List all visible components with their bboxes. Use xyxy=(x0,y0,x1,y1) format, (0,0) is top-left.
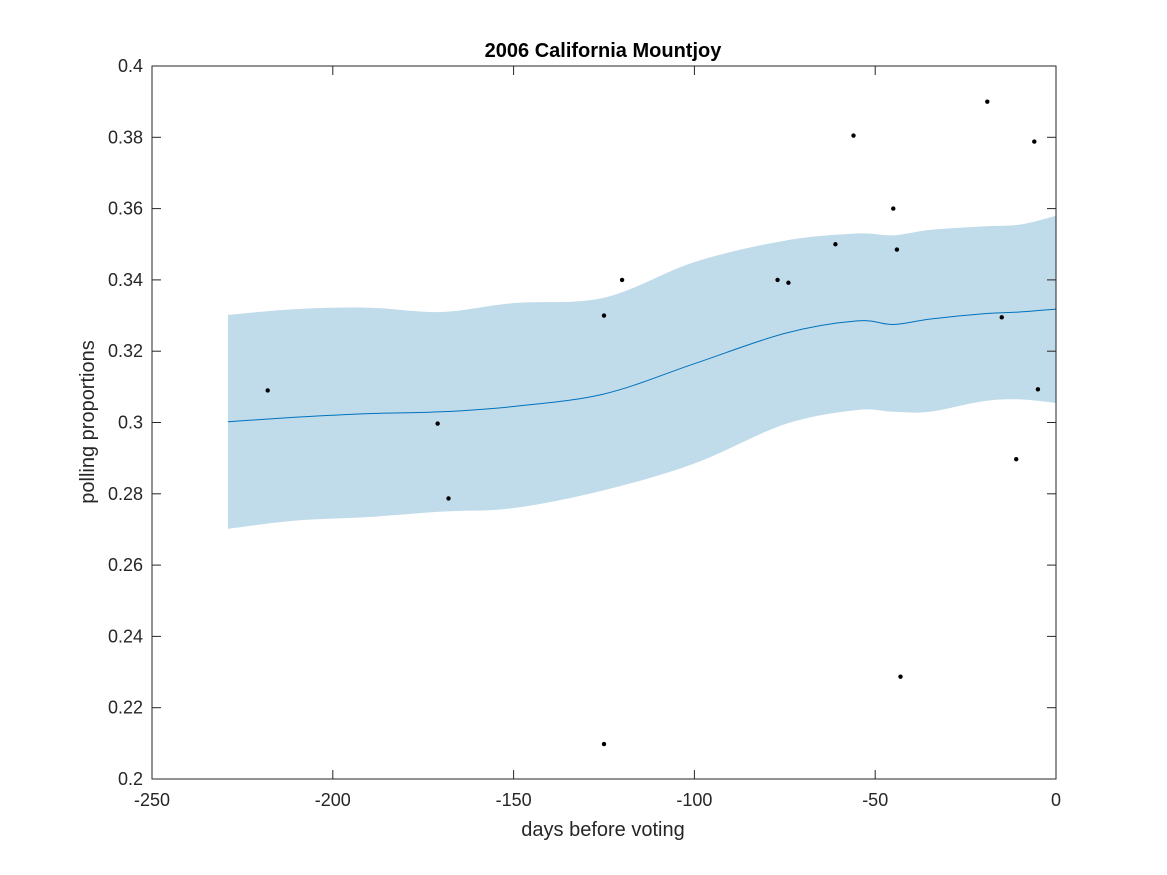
poll-point xyxy=(1035,387,1041,392)
y-tick-label: 0.32 xyxy=(108,341,143,361)
x-tick-label: -50 xyxy=(862,790,888,810)
poll-point xyxy=(898,674,903,679)
poll-point xyxy=(999,315,1004,320)
poll-point xyxy=(775,277,780,283)
y-tick-label: 0.24 xyxy=(108,626,143,646)
x-tick-label: -250 xyxy=(134,790,170,810)
poll-point xyxy=(601,741,607,747)
poll-point xyxy=(619,277,625,283)
poll-point xyxy=(601,313,607,318)
poll-point xyxy=(891,206,896,211)
poll-point xyxy=(786,280,791,285)
confidence-band-layer xyxy=(227,215,1056,529)
poll-points-layer xyxy=(265,99,1041,747)
poll-point xyxy=(894,247,900,252)
chart-title: 2006 California Mountjoy xyxy=(485,40,723,62)
y-tick-label: 0.36 xyxy=(108,199,143,219)
y-tick-label: 0.26 xyxy=(108,555,143,575)
y-tick-label: 0.22 xyxy=(108,698,143,718)
poll-point xyxy=(833,242,838,247)
ticks-layer: -250 -200 -150 -100 -50 0 0.2 0.22 0.24 0.26 0.28 0… xyxy=(108,56,1061,810)
x-tick-label: -100 xyxy=(676,790,712,810)
poll-point xyxy=(435,421,440,426)
confidence-band xyxy=(227,215,1056,529)
y-tick-label: 0.38 xyxy=(108,127,143,147)
y-axis-label: polling proportions xyxy=(77,340,99,503)
x-tick-label: -200 xyxy=(315,790,351,810)
y-tick-label: 0.34 xyxy=(108,270,143,290)
poll-point xyxy=(446,496,451,501)
poll-point xyxy=(985,99,990,104)
poll-point xyxy=(851,133,856,138)
y-tick-label: 0.4 xyxy=(118,56,143,76)
y-tick-label: 0.3 xyxy=(118,413,143,433)
poll-point xyxy=(265,388,270,393)
y-tick-label: 0.28 xyxy=(108,484,143,504)
trend-line-layer xyxy=(227,308,1057,423)
poll-point xyxy=(1032,139,1037,144)
x-tick-label: 0 xyxy=(1051,790,1061,810)
x-tick-label: -150 xyxy=(496,790,532,810)
x-axis-label: days before voting xyxy=(521,819,684,841)
poll-point xyxy=(1014,457,1019,462)
trend-line-0 xyxy=(227,308,1057,423)
y-tick-label: 0.2 xyxy=(118,769,143,789)
